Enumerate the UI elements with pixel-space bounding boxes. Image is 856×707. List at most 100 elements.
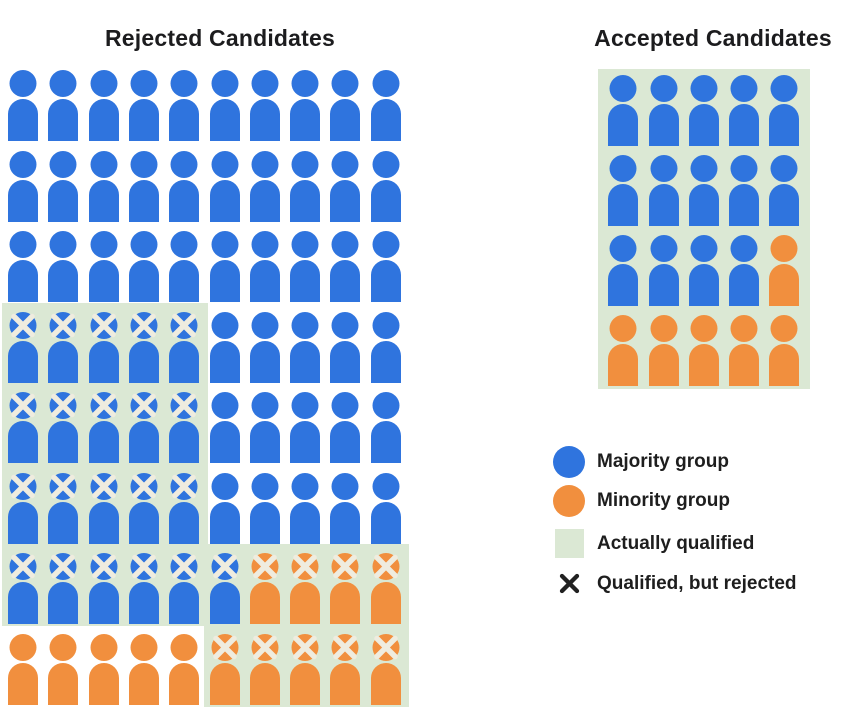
person-icon-majority (128, 150, 159, 222)
person-icon-majority (128, 231, 159, 302)
person-icon-majority-crossed (8, 392, 38, 463)
person-icon-majority-crossed (128, 553, 159, 624)
person-icon-minority (729, 315, 760, 386)
person-icon-majority (729, 75, 760, 146)
person-icon-majority (729, 155, 760, 226)
person-icon-majority (169, 70, 200, 141)
person-icon-majority (688, 155, 719, 226)
person-icon-majority (370, 472, 401, 544)
legend-swatch-slot (551, 446, 587, 478)
person-icon-majority (169, 150, 200, 222)
person-icon-majority (608, 155, 639, 226)
person-icon-majority (128, 70, 159, 141)
person-icon-majority (370, 311, 401, 383)
person-icon-majority-crossed (8, 553, 38, 624)
person-icon-minority-crossed (370, 633, 401, 705)
person-icon-majority (330, 311, 361, 383)
person-icon-majority (769, 155, 800, 226)
person-icon-majority (249, 150, 280, 222)
person-icon-majority-crossed (88, 553, 119, 624)
accepted-candidates-grid (598, 69, 810, 389)
person-icon-minority-crossed (249, 633, 280, 705)
person-icon-majority-crossed (128, 392, 159, 463)
person-icon-majority-crossed (88, 392, 119, 463)
person-icon-majority (290, 472, 321, 544)
person-icon-majority-crossed (169, 311, 200, 383)
person-icon-majority (769, 75, 800, 146)
person-icon-majority (648, 235, 679, 306)
person-icon-majority (209, 70, 240, 141)
person-icon-minority-crossed (330, 633, 361, 705)
person-icon-minority-crossed (370, 553, 401, 624)
person-icon-majority (290, 70, 321, 141)
legend-item-1: Minority group (551, 485, 730, 517)
person-icon-majority-crossed (169, 472, 200, 544)
person-icon-majority (209, 392, 240, 463)
person-icon-majority (330, 70, 361, 141)
person-icon-majority-crossed (88, 311, 119, 383)
person-icon-majority (290, 311, 321, 383)
person-icon-minority (48, 633, 79, 705)
person-icon-majority (48, 70, 79, 141)
person-icon-majority (330, 472, 361, 544)
person-icon-majority (290, 231, 321, 302)
person-icon-majority (209, 311, 240, 383)
person-icon-majority (330, 150, 361, 222)
person-icon-majority-crossed (88, 472, 119, 544)
person-icon-majority (290, 150, 321, 222)
legend-swatch-slot (551, 572, 587, 595)
person-icon-minority (608, 315, 639, 386)
person-icon-majority (169, 231, 200, 302)
person-icon-majority-crossed (48, 311, 79, 383)
person-icon-minority (128, 633, 159, 705)
person-icon-majority (370, 231, 401, 302)
person-icon-majority (729, 235, 760, 306)
person-icon-majority (370, 70, 401, 141)
person-icon-minority (688, 315, 719, 386)
person-icon-majority (648, 75, 679, 146)
person-icon-majority-crossed (48, 553, 79, 624)
person-icon-majority (249, 472, 280, 544)
person-icon-majority (330, 392, 361, 463)
rejected-candidates-title: Rejected Candidates (104, 25, 336, 51)
person-icon-majority (8, 150, 38, 222)
legend-label: Majority group (597, 451, 729, 472)
legend-qualified-swatch (554, 529, 584, 558)
legend-item-0: Majority group (551, 446, 729, 478)
person-icon-majority (330, 231, 361, 302)
legend-label: Minority group (597, 490, 730, 511)
person-icon-majority (249, 231, 280, 302)
person-icon-minority-crossed (249, 553, 280, 624)
person-icon-majority (209, 472, 240, 544)
person-icon-majority (48, 231, 79, 302)
person-icon-majority (249, 70, 280, 141)
person-icon-majority (8, 70, 38, 141)
person-icon-majority (88, 231, 119, 302)
person-icon-majority (648, 155, 679, 226)
person-icon-minority (169, 633, 200, 705)
legend-majority-swatch (553, 446, 585, 478)
person-icon-majority-crossed (209, 553, 240, 624)
person-icon-majority (48, 150, 79, 222)
legend-label: Actually qualified (597, 532, 755, 554)
person-icon-majority (209, 150, 240, 222)
person-icon-majority (688, 235, 719, 306)
person-icon-majority (608, 75, 639, 146)
person-icon-minority (88, 633, 119, 705)
person-icon-minority-crossed (330, 553, 361, 624)
legend-minority-swatch (553, 485, 585, 517)
person-icon-majority-crossed (128, 472, 159, 544)
person-icon-majority (209, 231, 240, 302)
person-icon-minority (8, 633, 38, 705)
person-icon-majority (88, 70, 119, 141)
person-icon-majority-crossed (128, 311, 159, 383)
person-icon-majority (370, 392, 401, 463)
person-icon-majority (249, 311, 280, 383)
person-icon-majority (249, 392, 280, 463)
person-icon-minority (769, 315, 800, 386)
rejected-candidates-grid (2, 70, 409, 707)
legend-label: Qualified, but rejected (597, 572, 797, 594)
legend-swatch-slot (551, 529, 587, 558)
person-icon-majority (608, 235, 639, 306)
